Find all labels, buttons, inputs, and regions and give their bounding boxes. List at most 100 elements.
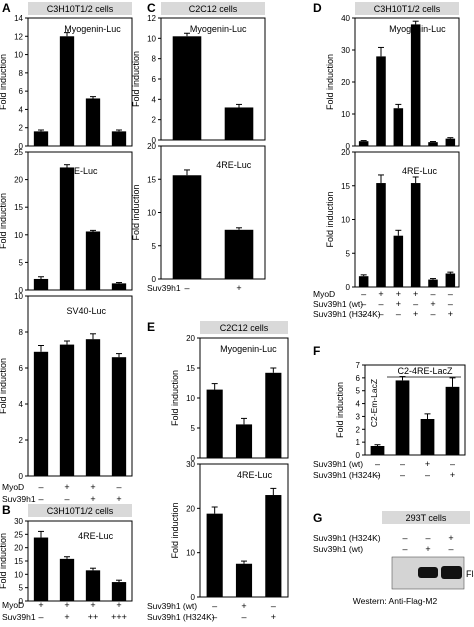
a1-ytick-label-3: 6: [19, 87, 24, 96]
header-bg-g: [382, 511, 470, 524]
a2-ytick-label-0: 0: [19, 286, 24, 295]
c1-ytick-label-1: 2: [152, 116, 157, 125]
d2-bar-3: [410, 183, 421, 287]
row-label-b-suv39h1: Suv39h1: [2, 612, 36, 622]
d2-ytick-label-3: 15: [341, 182, 350, 191]
d1-ytick-label-4: 40: [341, 14, 350, 23]
d2-title: 4RE-Luc: [402, 166, 438, 176]
f1-cond-0-3: –: [450, 459, 455, 469]
a1-ytick-label-4: 8: [19, 69, 24, 78]
a1-title: Myogenin-Luc: [64, 24, 121, 34]
b1-title: 4RE-Luc: [78, 531, 114, 541]
c2-ylabel: Fold induction: [131, 184, 141, 240]
a2-ytick-label-1: 5: [19, 258, 24, 267]
a1-frame: [27, 17, 133, 147]
e2-ylabel: Fold induction: [170, 502, 180, 558]
e1-bar-2: [265, 372, 282, 458]
e2-cond-0-0: –: [212, 601, 217, 611]
d2-cond-0-0: –: [361, 289, 366, 299]
f1-ytick-label-5: 5: [356, 387, 361, 396]
blot-caption: Western: Anti-Flag-M2: [353, 596, 438, 606]
header-bg-a: [28, 2, 132, 15]
header-bg-e: [200, 321, 288, 334]
a3-bar-1: [59, 344, 75, 476]
d1-bar-1: [376, 56, 386, 146]
b1-ytick-label-1: 5: [19, 584, 24, 593]
a3-frame: [27, 295, 133, 477]
d2-ytick-label-2: 10: [341, 216, 350, 225]
panel-letter-a: A: [2, 1, 11, 15]
b1-ytick-label-4: 20: [14, 544, 23, 553]
row-label-b-myod: MyoD: [2, 600, 24, 610]
e1-ytick-label-1: 5: [191, 424, 196, 433]
d1-bar-3: [410, 24, 421, 146]
panel-letter-g: G: [313, 511, 322, 525]
b1-ytick-label-3: 15: [14, 557, 23, 566]
a1-ytick-label-6: 12: [14, 32, 23, 41]
header-e: C2C12 cells: [220, 323, 269, 333]
a3-ytick-label-2: 4: [19, 400, 24, 409]
b1-cond-1-3: +++: [111, 612, 127, 622]
row-label-d-wt: Suv39h1 (wt): [313, 299, 363, 309]
a3-ylabel: Fold induction: [0, 358, 8, 414]
a3-cond-1-3: +: [116, 494, 121, 504]
e1-bar-0: [206, 389, 223, 458]
e2-ytick-label-3: 30: [186, 460, 195, 469]
f1-ytick-label-6: 6: [356, 374, 361, 383]
blot-band-label: Flag: [466, 569, 474, 579]
c2-ytick-label-4: 20: [147, 142, 156, 151]
f1-bar-0: [370, 446, 385, 455]
a3-title: SV40-Luc: [66, 306, 106, 316]
a2-ytick-label-5: 25: [14, 148, 23, 157]
a2-bar-0: [33, 278, 49, 290]
e2-cond-1-1: –: [241, 612, 246, 622]
d2-cond-2-0: –: [361, 309, 366, 319]
c2-bar-1: [224, 229, 254, 279]
c1-bar-0: [172, 36, 202, 140]
d1-bar-2: [393, 108, 404, 146]
d2-cond-0-3: +: [413, 289, 418, 299]
d2-cond-2-1: –: [378, 309, 383, 319]
f1-ytick-label-1: 1: [356, 438, 361, 447]
g-cond-1-2: –: [425, 533, 430, 543]
panel-letter-b: B: [2, 503, 11, 517]
f1-frame: [364, 364, 466, 456]
a2-ytick-label-2: 10: [14, 231, 23, 240]
d1-ytick-label-2: 20: [341, 78, 350, 87]
western-blot-frame: [391, 556, 465, 590]
e2-cond-0-2: –: [271, 601, 276, 611]
b1-cond-1-1: +: [64, 612, 69, 622]
e1-ytick-label-3: 15: [186, 364, 195, 373]
a2-ylabel: Fold induction: [0, 193, 8, 249]
blot-band-h324k: [441, 566, 462, 579]
row-label-g-h324k: Suv39h1 (H324K): [313, 533, 381, 543]
row-label-g-wt: Suv39h1 (wt): [313, 544, 363, 554]
g-cond-2-3: –: [448, 544, 453, 554]
a1-bar-0: [33, 131, 49, 146]
d2-ytick-label-0: 0: [346, 283, 351, 292]
header-g: 293T cells: [406, 513, 447, 523]
f1-ytick-label-4: 4: [356, 400, 361, 409]
b1-ylabel: Fold induction: [0, 533, 8, 589]
header-bg-c: [161, 2, 265, 15]
d2-bar-1: [376, 183, 386, 287]
g-cond-1-3: +: [448, 533, 453, 543]
g-cond-2-2: +: [425, 544, 430, 554]
d2-bar-2: [393, 235, 404, 287]
a3-ytick-label-3: 6: [19, 364, 24, 373]
header-bg-b: [28, 504, 132, 517]
header-d: C3H10T1/2 cells: [374, 4, 441, 14]
a2-frame: [27, 151, 133, 291]
b1-cond-0-3: +: [116, 600, 121, 610]
f1-bar-3: [445, 386, 460, 455]
a1-ytick-label-0: 0: [19, 142, 24, 151]
d2-cond-1-0: –: [361, 299, 366, 309]
d2-cond-2-3: +: [413, 309, 418, 319]
row-label-f-wt: Suv39h1 (wt): [313, 459, 363, 469]
a3-ytick-label-0: 0: [19, 472, 24, 481]
a3-ytick-label-5: 10: [14, 292, 23, 301]
d2-cond-2-5: +: [448, 309, 453, 319]
d2-ytick-label-1: 5: [346, 249, 351, 258]
a1-ylabel: Fold induction: [0, 54, 8, 110]
panel-letter-c: C: [147, 1, 156, 15]
